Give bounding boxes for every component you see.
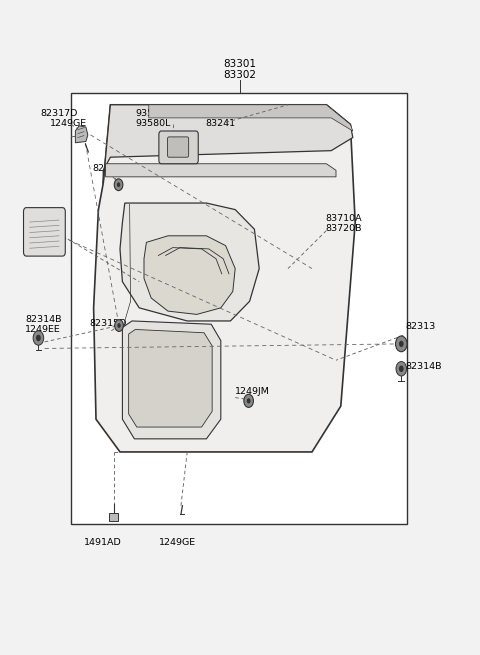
Text: 83720B: 83720B [325, 223, 362, 233]
Circle shape [115, 320, 123, 331]
Text: 83393A: 83393A [25, 220, 62, 229]
Text: 83710A: 83710A [325, 214, 362, 223]
Text: 82314B: 82314B [25, 315, 61, 324]
Polygon shape [122, 321, 221, 439]
Circle shape [117, 182, 120, 187]
Text: 1249GE: 1249GE [159, 538, 196, 547]
Circle shape [396, 336, 407, 352]
Circle shape [399, 365, 404, 372]
Circle shape [33, 331, 44, 345]
Polygon shape [144, 236, 235, 314]
Circle shape [36, 335, 41, 341]
Text: 83394A: 83394A [25, 210, 62, 219]
Text: 83302: 83302 [224, 70, 256, 80]
Text: 82317D: 82317D [41, 109, 78, 118]
FancyBboxPatch shape [24, 208, 65, 256]
Polygon shape [106, 164, 336, 177]
Text: 93580L: 93580L [136, 119, 171, 128]
Circle shape [244, 394, 253, 407]
FancyBboxPatch shape [109, 513, 118, 521]
Text: 1249GE: 1249GE [50, 119, 87, 128]
Text: 1249EE: 1249EE [25, 325, 60, 334]
Polygon shape [149, 105, 353, 131]
FancyBboxPatch shape [168, 137, 189, 157]
Text: 82315A: 82315A [93, 164, 129, 173]
Text: 93580R: 93580R [136, 109, 173, 118]
FancyBboxPatch shape [159, 131, 198, 164]
Text: 82313: 82313 [406, 322, 436, 331]
Text: 82314B: 82314B [406, 362, 442, 371]
Polygon shape [129, 329, 212, 427]
Polygon shape [75, 126, 88, 143]
Text: 83231: 83231 [205, 109, 236, 118]
Text: 82315D: 82315D [90, 318, 127, 328]
Circle shape [399, 341, 404, 347]
Circle shape [114, 179, 123, 191]
Bar [71, 93, 407, 524]
Polygon shape [120, 203, 259, 321]
Text: 1491AD: 1491AD [84, 538, 122, 547]
Text: 1249JM: 1249JM [235, 387, 270, 396]
Polygon shape [94, 105, 355, 452]
Circle shape [396, 362, 407, 376]
Polygon shape [103, 105, 353, 183]
Circle shape [117, 323, 121, 328]
Circle shape [247, 398, 251, 403]
Text: 83301: 83301 [224, 59, 256, 69]
Text: 83241: 83241 [205, 119, 236, 128]
